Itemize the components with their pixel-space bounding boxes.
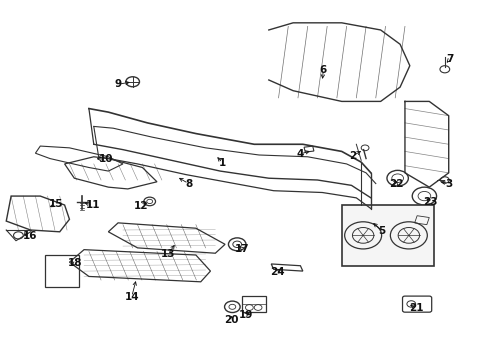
Text: 2: 2 (348, 151, 355, 161)
Text: 8: 8 (184, 179, 192, 189)
Text: 17: 17 (234, 244, 249, 253)
Text: 24: 24 (270, 267, 285, 277)
Text: 5: 5 (378, 226, 385, 236)
Text: 23: 23 (422, 197, 437, 207)
Text: 7: 7 (445, 54, 452, 64)
Text: 15: 15 (48, 199, 63, 209)
Bar (304, 146, 313, 152)
Text: 9: 9 (114, 79, 122, 89)
Text: 13: 13 (161, 249, 175, 259)
Text: 11: 11 (85, 200, 100, 210)
Text: 1: 1 (219, 158, 226, 168)
Text: 18: 18 (68, 258, 82, 268)
Text: 19: 19 (238, 310, 253, 320)
Bar (341, 205, 433, 266)
Text: 21: 21 (408, 302, 423, 312)
Text: 6: 6 (319, 65, 326, 75)
Text: 20: 20 (223, 315, 238, 325)
Text: 3: 3 (444, 179, 451, 189)
Text: 16: 16 (22, 231, 37, 241)
Text: 10: 10 (99, 154, 113, 164)
Text: 4: 4 (296, 149, 304, 159)
Text: 22: 22 (388, 179, 403, 189)
Bar (45, 255, 79, 287)
Text: 12: 12 (134, 201, 148, 211)
Text: 14: 14 (124, 292, 139, 302)
